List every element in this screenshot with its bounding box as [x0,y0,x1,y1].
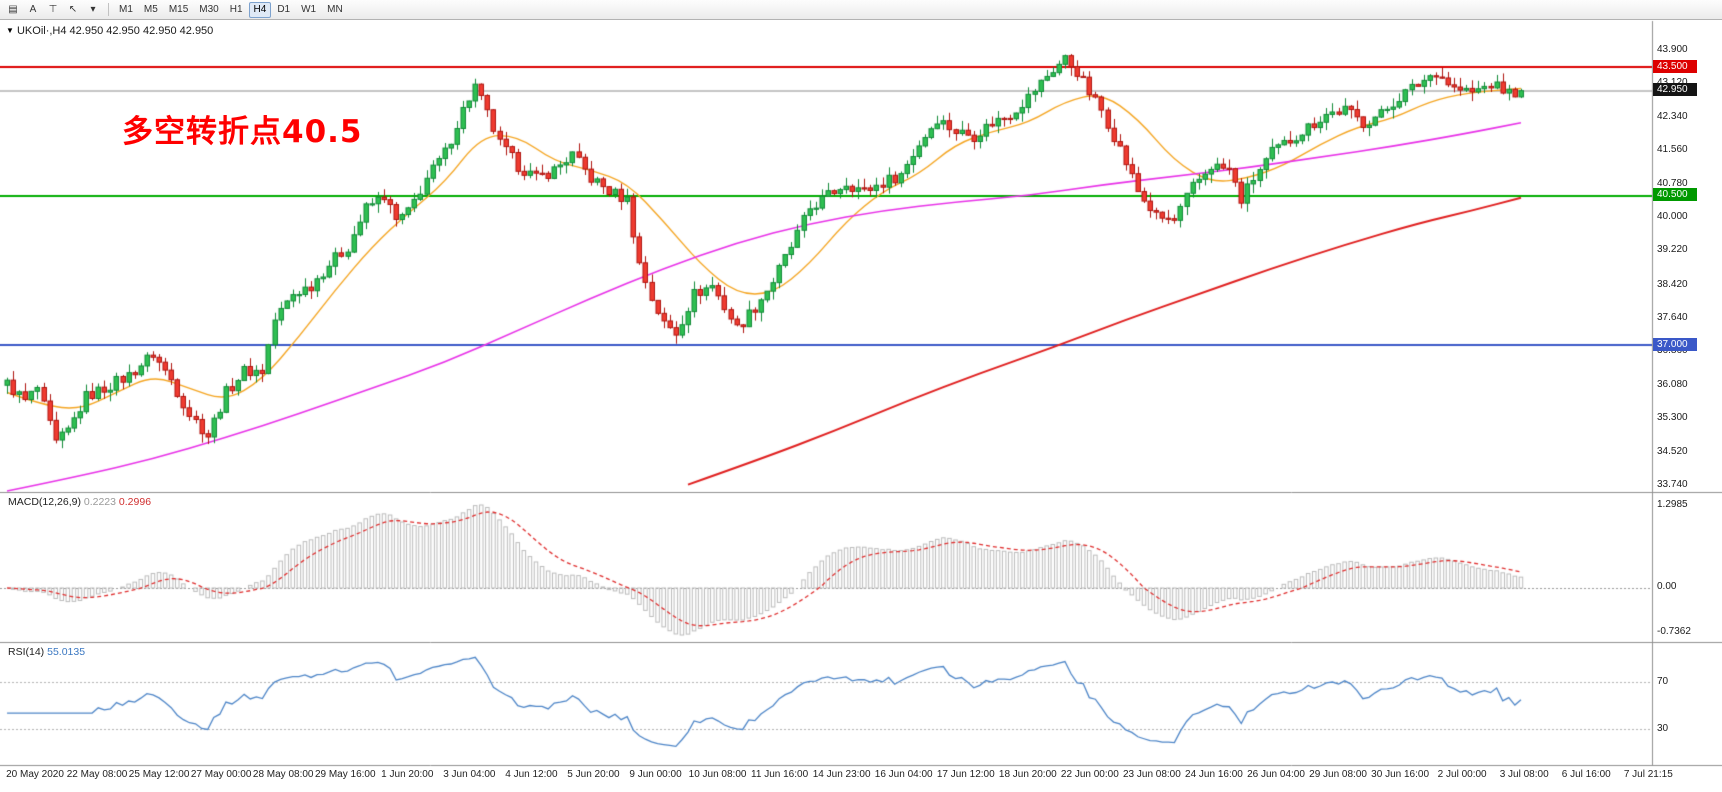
drawing-tool-icon[interactable]: ⊤ [48,3,58,15]
timeframe-button-h1[interactable]: H1 [229,3,243,15]
one-click-trading-arrow-icon[interactable]: ▼ [6,26,14,35]
time-label: 29 Jun 08:00 [1309,769,1367,780]
macd-axis-max: 1.2985 [1657,499,1688,510]
timeframe-button-w1[interactable]: W1 [301,3,317,15]
time-label: 23 Jun 08:00 [1122,769,1181,780]
time-label: 29 May 16:00 [314,769,376,780]
time-label: 1 Jun 20:00 [381,769,434,780]
rsi-level-30: 30 [1657,723,1669,735]
time-label: 24 Jun 16:00 [1185,769,1243,780]
price-tick-40.000: 40.000 [1657,210,1688,222]
price-tick-38.420: 38.420 [1657,278,1688,290]
time-label: 20 May 2020 [6,769,64,780]
time-label: 6 Jul 16:00 [1561,769,1611,780]
price-tick-41.560: 41.560 [1657,144,1688,156]
macd-main-value: 0.2223 [83,496,116,508]
price-tick-37.640: 37.640 [1657,312,1688,324]
chart-list-icon[interactable]: ▤ [8,3,18,15]
macd-name: MACD(12,26,9) [8,496,81,508]
timeframe-button-d1[interactable]: D1 [277,3,291,15]
timeframe-button-m1[interactable]: M1 [119,3,133,15]
time-label: 27 May 00:00 [190,769,252,780]
time-label: 26 Jun 04:00 [1247,769,1305,780]
symbol-info-bar: ▼ UKOil·,H4 42.950 42.950 42.950 42.950 [6,25,213,37]
time-label: 18 Jun 20:00 [998,769,1057,780]
time-label: 4 Jun 12:00 [505,769,558,780]
time-label: 17 Jun 12:00 [936,769,995,780]
price-tick-33.740: 33.740 [1657,479,1688,490]
timeframe-button-mn[interactable]: MN [327,3,343,15]
price-tick-34.520: 34.520 [1657,445,1688,457]
time-label: 3 Jul 08:00 [1499,769,1549,780]
timeframe-button-group: M1 M5 M15 M30 H1 H4 D1 W1 MN [114,1,348,18]
price-tick-40.780: 40.780 [1657,177,1688,189]
timeframe-button-m5[interactable]: M5 [143,3,158,15]
time-label: 16 Jun 04:00 [874,769,933,780]
cursor-tool-icon[interactable]: ↖ [68,3,78,15]
price-tick-36.080: 36.080 [1657,378,1688,390]
rsi-indicator-label: RSI(14) 55.0135 [8,646,85,658]
macd-signal-value: 0.2996 [118,496,152,508]
rsi-value: 55.0135 [47,646,86,658]
time-label: 30 Jun 16:00 [1371,769,1430,780]
text-tool-button[interactable]: A [29,3,37,15]
time-label: 25 May 12:00 [128,769,190,780]
price-tick-35.300: 35.300 [1657,412,1688,424]
rsi-name: RSI(14) [8,646,45,658]
time-label: 14 Jun 23:00 [812,769,871,780]
time-label: 22 Jun 00:00 [1060,769,1119,780]
time-label: 28 May 08:00 [252,769,314,780]
time-label: 22 May 08:00 [66,769,128,780]
timeframe-button-m30[interactable]: M30 [199,3,219,15]
macd-indicator-label: MACD(12,26,9) 0.2223 0.2996 [8,496,151,508]
tools-dropdown-icon[interactable]: ▾ [90,3,96,15]
rsi-level-70: 70 [1657,675,1669,687]
time-label: 2 Jul 00:00 [1437,769,1487,780]
price-tick-43.900: 43.900 [1657,44,1688,55]
time-label: 5 Jun 20:00 [567,769,620,780]
pivot-line-badge: 40.500 [1653,188,1697,202]
time-label: 10 Jun 08:00 [688,769,747,780]
price-tick-39.220: 39.220 [1657,244,1688,256]
timeframe-button-h4[interactable]: H4 [248,1,272,18]
time-label: 7 Jul 21:15 [1623,769,1673,780]
macd-axis-zero: 0.00 [1657,581,1677,592]
price-tick-42.340: 42.340 [1657,110,1688,122]
resistance-line-badge: 43.500 [1653,59,1697,73]
time-label: 3 Jun 04:00 [443,769,496,780]
macd-axis-min: -0.7362 [1657,626,1691,637]
tool-button-group: ▤ A ⊤ ↖ ▾ [3,2,103,18]
time-label: 11 Jun 16:00 [751,769,809,780]
toolbar: ▤ A ⊤ ↖ ▾ M1 M5 M15 M30 H1 H4 D1 W1 MN [0,0,1722,20]
current-price-badge: 42.950 [1653,83,1697,97]
chart-annotation-text: 多空转折点40.5 [122,114,363,150]
support-line-badge: 37.000 [1653,337,1697,351]
symbol-ohlc-text: UKOil·,H4 42.950 42.950 42.950 42.950 [16,25,214,37]
time-label: 9 Jun 00:00 [629,769,682,780]
timeframe-button-m15[interactable]: M15 [168,3,189,15]
price-tick-43.120: 43.120 [1657,77,1688,88]
toolbar-separator [108,3,109,16]
